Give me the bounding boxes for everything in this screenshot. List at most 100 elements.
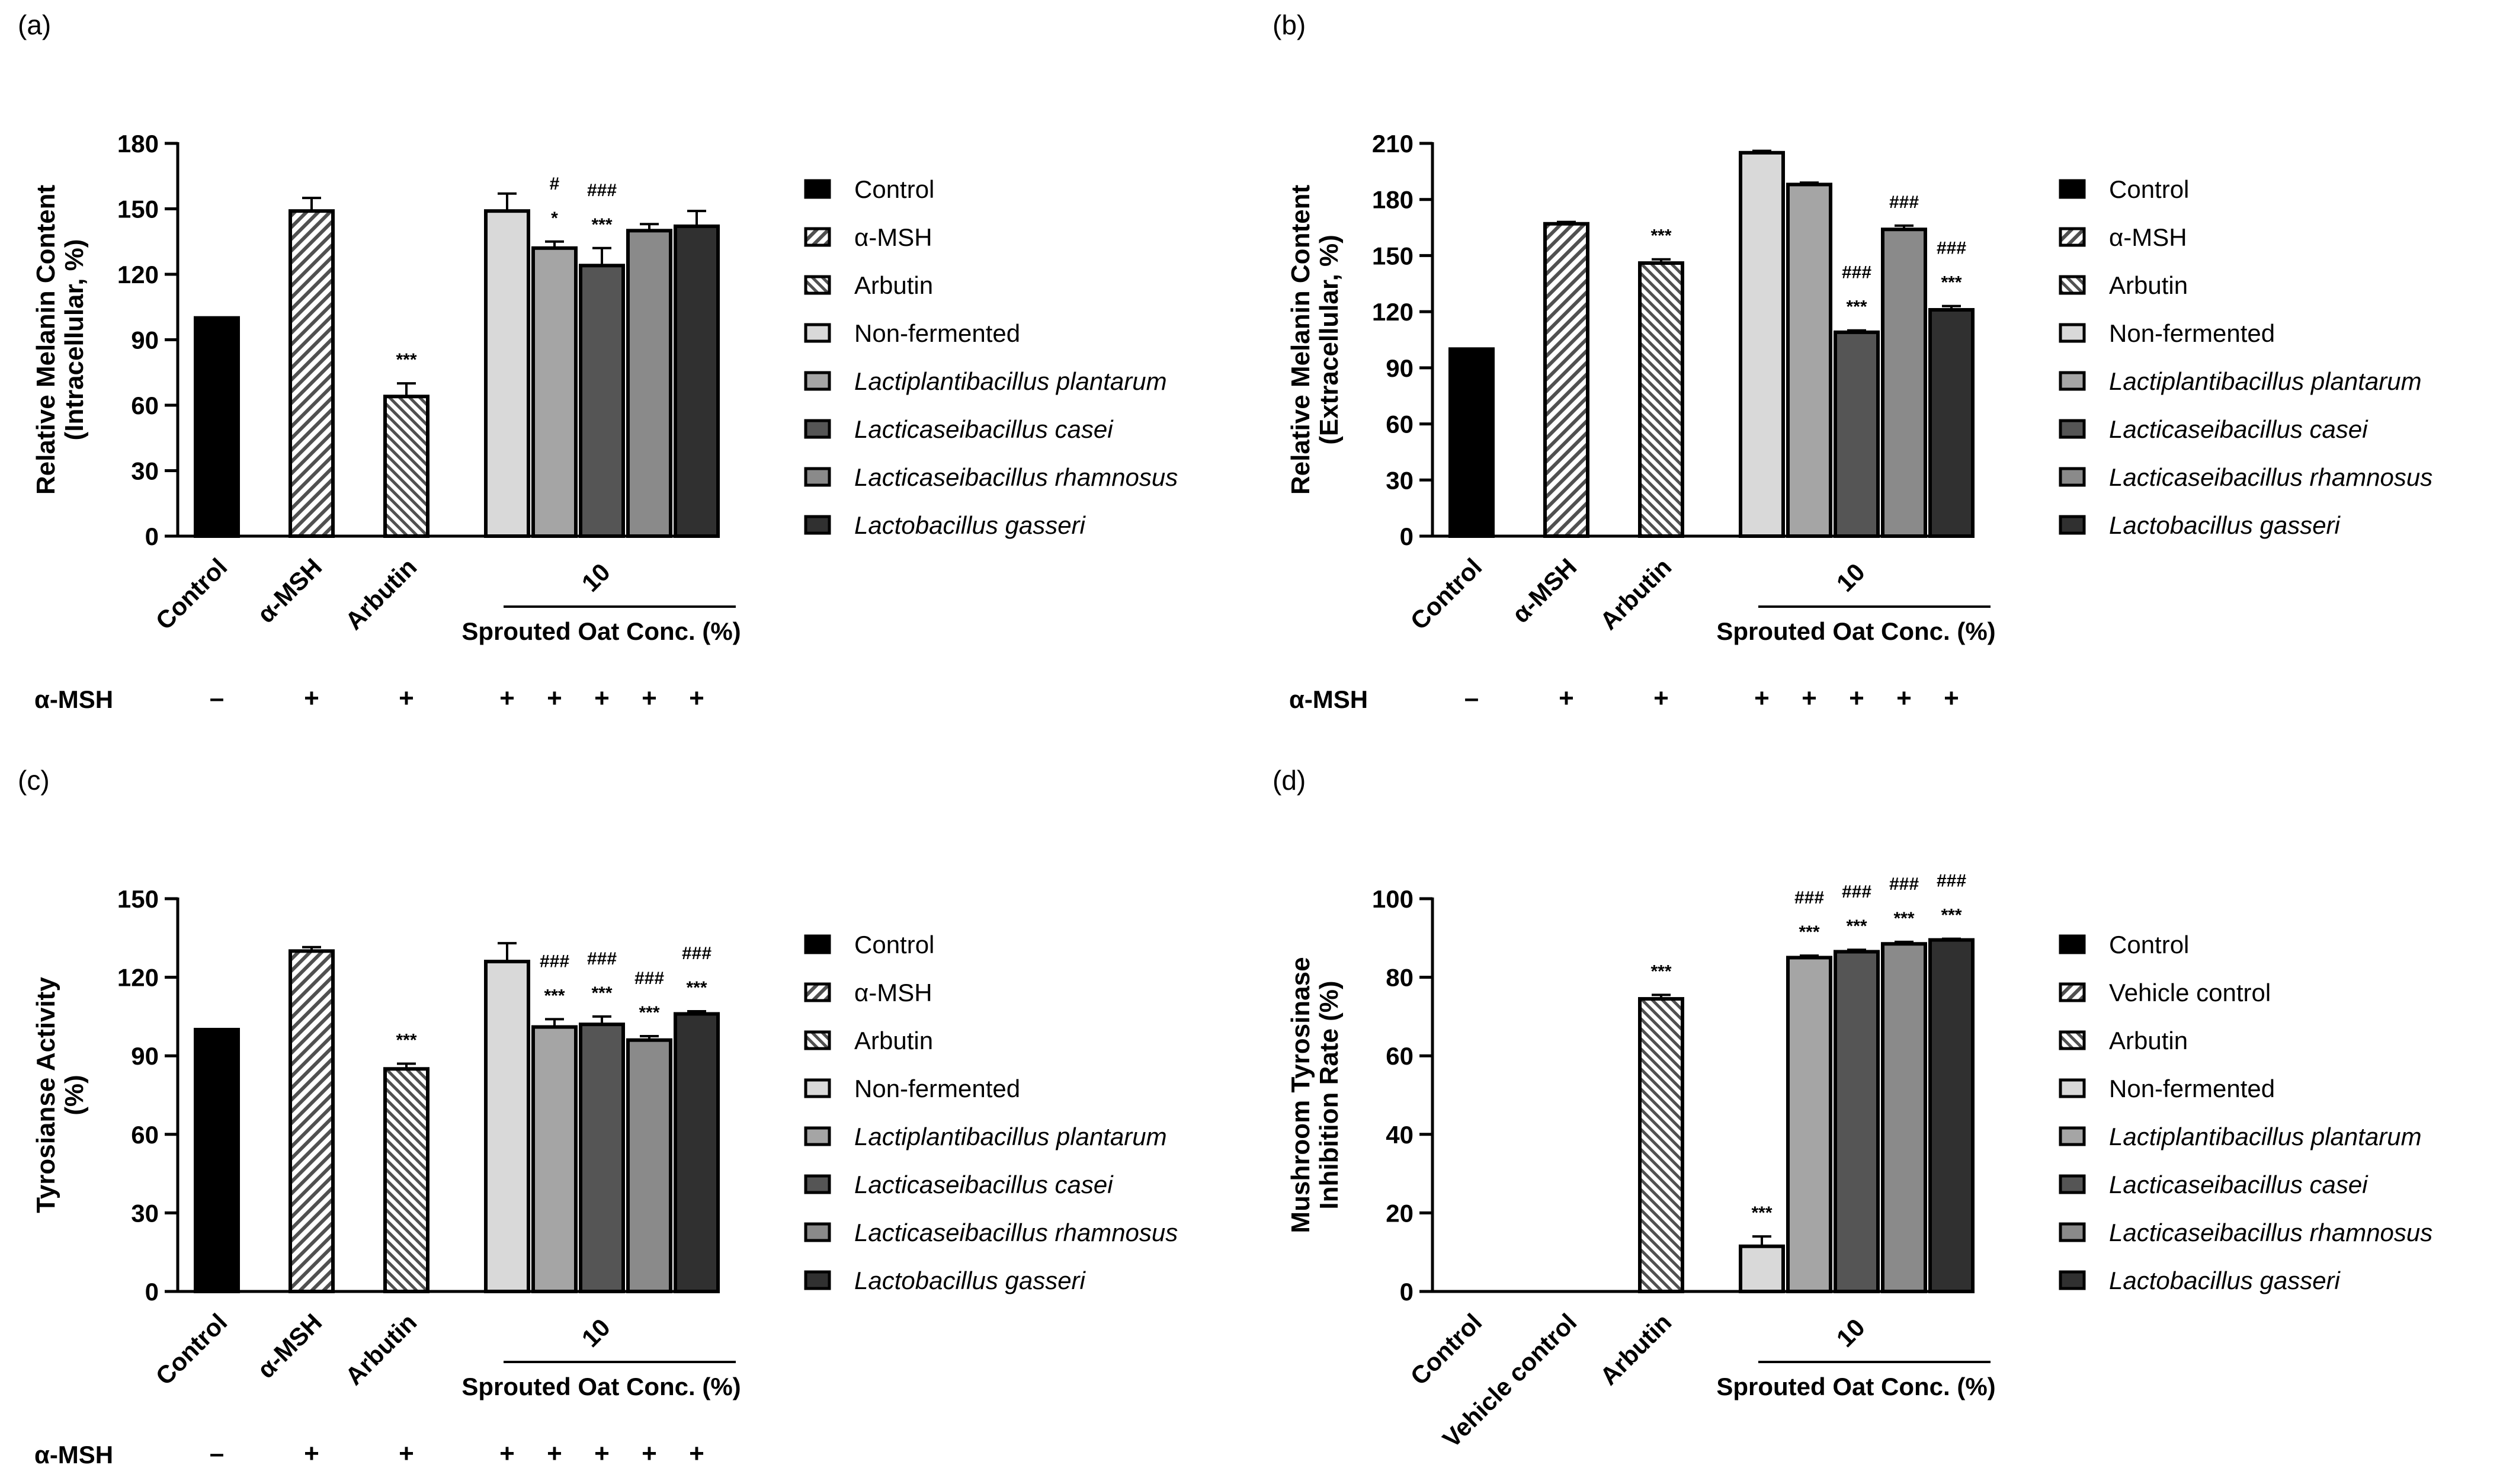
y-tick-label: 150 [117,885,159,913]
bar [484,209,530,538]
legend-label: α-MSH [854,979,932,1007]
x-category-label: α-MSH [252,553,327,628]
legend-label: Lacticaseibacillus casei [2109,415,2368,443]
y-tick-label: 30 [131,457,159,485]
bar [484,960,530,1293]
legend-swatch [2059,179,2086,199]
y-tick-label: 0 [145,1278,159,1306]
x-category-label: α-MSH [1507,553,1582,628]
y-tick-label: 40 [1386,1121,1414,1149]
y-axis-label: (Extracellular, %) [1315,235,1344,445]
treatment-sign: + [689,684,704,713]
y-tick-label: 120 [117,964,159,992]
legend-swatch [2059,323,2086,343]
legend-label: Vehicle control [2109,979,2271,1007]
group-label: 10 [576,1313,616,1352]
group-label: 10 [1831,1313,1870,1352]
x-category-label: Arbutin [340,553,422,635]
legend-label: Lacticaseibacillus casei [854,415,1114,443]
legend-swatch [804,1270,831,1290]
panel-label: (a) [18,9,51,40]
legend-swatch [804,227,831,247]
legend-label: Arbutin [2109,271,2188,299]
bar [1881,227,1927,538]
legend-label: Lactiplantibacillus plantarum [2109,367,2422,395]
x-axis-label: Sprouted Oat Conc. (%) [461,617,741,645]
legend-label: α-MSH [854,223,932,251]
legend-swatch [2059,227,2086,247]
legend-swatch [2059,275,2086,295]
y-tick-label: 0 [1400,1278,1414,1306]
legend-swatch [2059,515,2086,535]
legend-label: Lacticaseibacillus rhamnosus [2109,463,2432,491]
x-axis-label: Sprouted Oat Conc. (%) [1716,617,1995,645]
group-label: 10 [576,558,616,597]
x-category-label: Arbutin [1595,1308,1677,1390]
legend-label: Lactobacillus gasseri [854,511,1086,539]
legend-swatch [804,467,831,487]
panel-label: (c) [18,765,50,796]
significance-mark: *** [1941,906,1961,925]
y-axis-label: Relative Melanin Content [1286,185,1315,495]
treatment-row-label: α-MSH [1289,685,1368,713]
legend-label: Lactiplantibacillus plantarum [854,1123,1167,1150]
x-axis-label: Sprouted Oat Conc. (%) [461,1373,741,1400]
legend-swatch [804,934,831,954]
y-axis-label: Relative Melanin Content [31,185,60,495]
significance-mark: *** [1751,1203,1772,1223]
bar [289,209,335,538]
bar [531,1025,578,1293]
treatment-sign: + [499,684,515,713]
y-tick-label: 0 [1400,523,1414,550]
legend-swatch [804,1030,831,1050]
significance-mark: ### [1794,888,1824,908]
legend-label: Non-fermented [854,319,1020,347]
y-tick-label: 180 [1372,186,1414,214]
y-tick-label: 30 [131,1199,159,1227]
bar [674,224,720,538]
chart-panel: (c) Tyrosianse Activity (%) 0 30 60 90 120 150 **… [18,765,1178,1469]
treatment-sign: + [642,1439,657,1468]
bar [1834,330,1880,538]
bar [1786,182,1832,538]
bar [1834,950,1880,1293]
x-category-label: Control [150,553,233,635]
chart-panel: (d) Mushroom Tyrosinase Inhibition Rate (%… [1273,765,2432,1453]
y-tick-label: 80 [1386,964,1414,992]
y-tick-label: 100 [1372,885,1414,913]
y-tick-label: 60 [1386,1042,1414,1070]
treatment-sign: – [210,684,224,713]
legend-label: Lacticaseibacillus casei [2109,1171,2368,1198]
x-category-label: Control [1405,1308,1488,1390]
legend-swatch [804,179,831,199]
significance-mark: *** [1893,909,1914,928]
legend-swatch [804,982,831,1002]
bar [1543,222,1589,538]
treatment-row-label: α-MSH [34,1441,113,1469]
significance-mark: ### [1889,874,1919,894]
legend-swatch [2059,934,2086,954]
bar [1881,942,1927,1293]
y-axis-label: Mushroom Tyrosinase [1286,957,1315,1233]
significance-mark: ### [587,181,617,200]
significance-mark: # [550,174,560,194]
bar [194,316,240,539]
significance-mark: *** [591,215,612,235]
treatment-sign: + [594,1439,610,1468]
significance-mark: *** [1650,226,1671,246]
legend-swatch [804,275,831,295]
chart-panel: (a) Relative Melanin Content (Intracellula… [18,9,1178,713]
group-label: 10 [1831,558,1870,597]
legend-swatch [2059,1126,2086,1146]
legend-label: α-MSH [2109,223,2187,251]
legend-swatch [2059,1222,2086,1242]
bar [579,264,625,538]
legend-swatch [2059,467,2086,487]
x-category-label: α-MSH [252,1308,327,1383]
significance-mark: ### [634,969,664,988]
legend-swatch [804,371,831,391]
legend-label: Control [854,931,934,959]
x-category-label: Control [1405,553,1488,635]
treatment-sign: + [547,684,562,713]
